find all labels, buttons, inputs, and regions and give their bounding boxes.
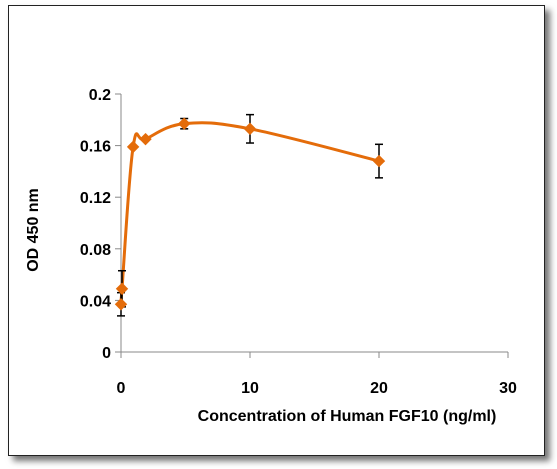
y-axis-label: OD 450 nm [25,188,42,272]
y-tick-label: 0.08 [80,242,111,259]
y-axis: 0 0.04 0.08 0.12 0.16 0.2 [80,87,122,362]
data-point [178,117,191,130]
x-tick-label: 10 [241,380,259,397]
x-tick-label: 20 [370,380,388,397]
x-axis-label: Concentration of Human FGF10 (ng/ml) [198,408,497,425]
x-tick-label: 30 [499,380,517,397]
data-point [114,298,128,311]
data-point [243,122,257,136]
chart-frame [8,5,545,456]
y-tick-label: 0.04 [80,293,111,310]
y-tick-label: 0 [102,345,111,362]
y-tick-label: 0.16 [80,139,111,156]
y-tick-label: 0.12 [80,190,111,207]
series-line [119,121,380,308]
data-point [115,282,129,295]
y-tick-label: 0.2 [89,87,111,104]
x-tick-label: 0 [117,380,126,397]
data-point [139,132,152,146]
data-point [372,154,386,168]
data-point [126,140,140,154]
series-layer [114,113,386,317]
x-axis: 0 10 20 30 [117,351,517,397]
